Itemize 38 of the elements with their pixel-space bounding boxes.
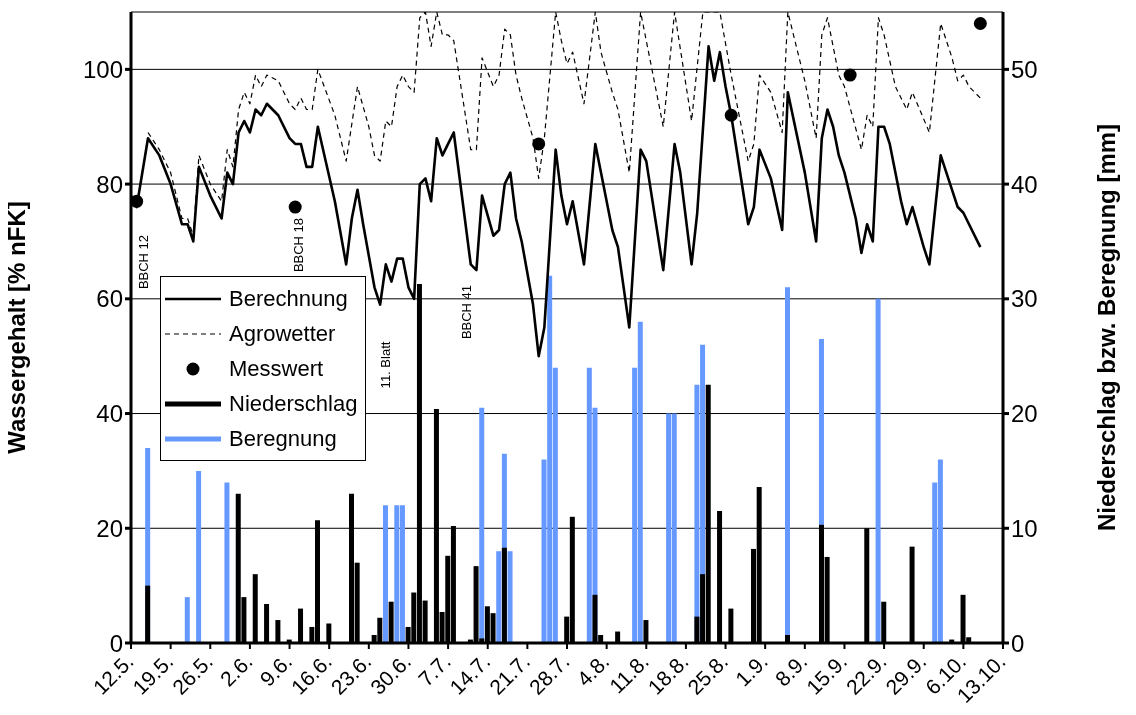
bar (224, 482, 230, 643)
bar (196, 470, 202, 643)
y-tick-label: 60 (96, 285, 123, 313)
bar (496, 551, 502, 643)
annotation: 11. Blatt (377, 341, 393, 389)
y-tick-label: 80 (96, 170, 123, 198)
legend-label: Berechnung (229, 285, 348, 312)
x-tick-label: 2.6. (215, 649, 257, 691)
point (973, 16, 987, 30)
y2-tick-label: 10 (1011, 514, 1038, 542)
legend-label: Agrowetter (229, 320, 336, 347)
y-tick-label: 100 (82, 55, 123, 83)
y2-axis-title: Niederschlag bzw. Beregnung [mm] (1092, 123, 1120, 532)
point (843, 68, 857, 82)
annotation: BBCH 41 (458, 284, 474, 340)
y2-tick-label: 0 (1011, 629, 1025, 657)
y2-tick-label: 50 (1011, 55, 1038, 83)
y2-tick-label: 40 (1011, 170, 1038, 198)
bar (875, 298, 881, 643)
legend-label: Beregnung (229, 425, 337, 452)
legend-label: Niederschlag (229, 390, 358, 417)
point (288, 200, 302, 214)
bar (184, 597, 190, 643)
point (724, 108, 738, 122)
y-tick-label: 40 (96, 400, 123, 428)
bar (507, 551, 513, 643)
annotation: BBCH 18 (290, 217, 306, 273)
y-tick-label: 0 (109, 629, 123, 657)
legend-label: Messwert (229, 355, 324, 382)
point (532, 137, 546, 151)
y2-tick-label: 20 (1011, 400, 1038, 428)
x-tick-label: 1.9. (730, 649, 772, 691)
point (131, 194, 144, 208)
bar (382, 505, 388, 643)
y-tick-label: 20 (96, 514, 123, 542)
annotation: BBCH 12 (135, 234, 151, 290)
y2-tick-label: 30 (1011, 285, 1038, 313)
y-axis-title: Wassergehalt [% nFK] (2, 201, 30, 454)
